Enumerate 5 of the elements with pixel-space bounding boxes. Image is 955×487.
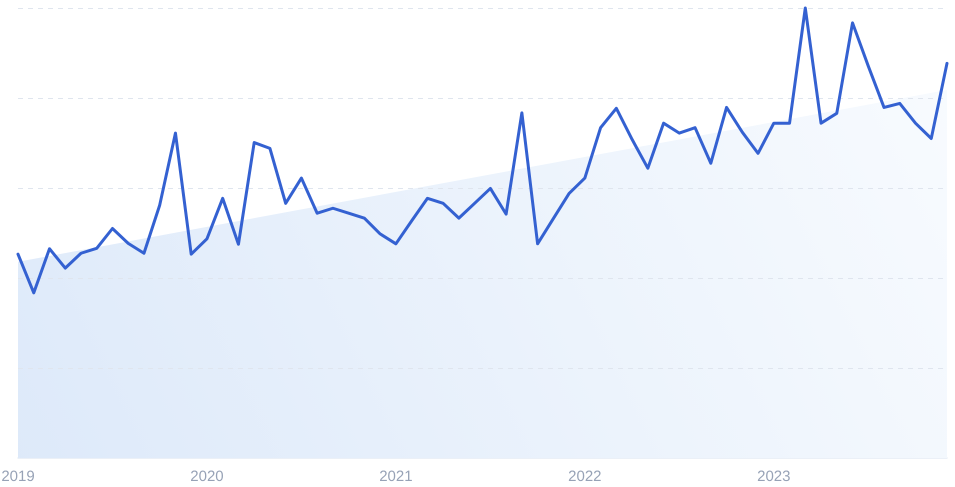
- x-tick-label: 2023: [757, 468, 790, 486]
- x-tick-label: 2021: [379, 468, 413, 486]
- x-tick-label: 2019: [1, 468, 35, 486]
- x-tick-label: 2022: [568, 468, 602, 486]
- x-tick-label: 2020: [190, 468, 224, 486]
